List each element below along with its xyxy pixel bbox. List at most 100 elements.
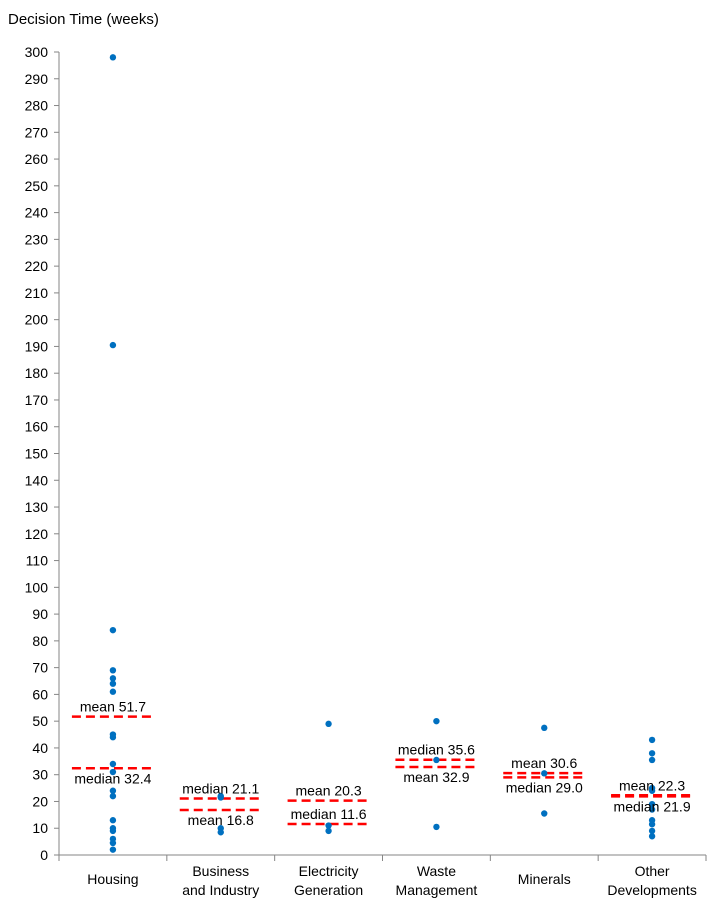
data-point [648,736,656,744]
data-point [109,787,117,794]
y-tick-label: 100 [25,579,49,595]
category-label: Waste Management [396,863,478,898]
mean-median-labels: mean 51.7 median 32.4 mean 16.8 median 21.1… [74,699,690,828]
data-point [648,756,656,764]
category-label-line: Electricity [299,863,359,879]
data-point [325,720,332,728]
data-point [648,833,656,840]
data-point [109,341,117,349]
data-point [109,675,117,682]
data-point [648,821,656,828]
data-point [325,822,332,829]
y-tick-label: 190 [25,338,49,354]
y-tick-label: 250 [25,178,49,194]
y-axis-title: Decision Time (weeks) [8,11,159,28]
data-point [109,846,117,853]
data-point [433,717,440,725]
y-tick-label: 130 [25,499,49,515]
data-point [109,626,117,634]
category-label: Housing [87,871,138,887]
data-point [648,827,656,835]
x-axis-categories: Housing Business and Industry Electricity Ge… [87,863,697,898]
data-point [109,827,117,835]
y-tick-label: 220 [25,258,49,274]
mean-label: mean 51.7 [80,699,146,715]
category-label: Other Developments [607,863,697,898]
data-point [109,792,117,800]
data-point [541,770,548,777]
mean-label: mean 32.9 [403,769,469,785]
median-label: median 29.0 [506,779,583,795]
category-label-line: Waste [417,863,456,879]
category-label-line: Minerals [518,871,571,887]
data-point [433,823,440,831]
data-point [109,680,117,687]
y-tick-label: 160 [25,419,49,435]
y-tick-label: 60 [32,686,48,702]
y-tick-label: 20 [32,793,48,809]
y-tick-label: 0 [40,847,48,863]
data-point [109,54,117,61]
y-tick-label: 170 [25,392,49,408]
y-tick-label: 230 [25,231,49,247]
mean-label: mean 22.3 [619,777,685,793]
y-tick-label: 110 [26,553,49,569]
y-tick-label: 120 [25,526,49,542]
category-label-line: Housing [87,871,138,887]
y-tick-label: 70 [32,660,48,676]
y-tick-label: 200 [25,312,49,328]
data-point [217,829,224,836]
category-label-line: Management [396,882,478,898]
data-point [541,724,548,732]
y-tick-label: 270 [25,124,49,140]
mean-median-lines [71,715,694,826]
y-axis-ticks: 0 10 20 30 40 50 60 70 80 90 100 110 120 130 140 150 160… [25,44,59,863]
category-label: Electricity Generation [294,863,363,898]
category-label-line: Other [635,863,670,879]
data-point [648,806,656,813]
y-tick-label: 10 [32,820,48,836]
category-label-line: Developments [607,882,697,898]
data-point [109,760,117,768]
y-tick-label: 280 [25,98,49,114]
category-label-line: and Industry [182,882,259,898]
mean-label: mean 20.3 [295,783,361,799]
data-point [541,810,548,817]
median-label: median 11.6 [291,806,367,822]
data-point [109,688,117,695]
category-label: Business and Industry [182,863,259,898]
median-label: median 32.4 [74,770,151,786]
y-tick-label: 50 [32,713,48,729]
y-tick-label: 180 [25,365,49,381]
y-tick-label: 260 [25,151,49,167]
mean-label: mean 30.6 [511,755,577,771]
category-label: Minerals [518,871,571,887]
category-label-line: Business [192,863,249,879]
data-point [109,768,117,776]
median-label: median 35.6 [398,742,475,758]
y-tick-label: 300 [25,44,49,60]
y-tick-label: 80 [32,633,48,649]
y-tick-label: 240 [25,205,49,221]
data-point [648,750,656,757]
category-label-line: Generation [294,882,363,898]
data-point [433,756,440,764]
y-tick-label: 140 [25,472,49,488]
data-point [648,800,656,808]
y-tick-label: 90 [32,606,48,622]
data-point [325,827,332,835]
median-label: median 21.1 [182,781,259,797]
data-point [109,667,117,674]
data-point [217,794,224,801]
y-tick-label: 150 [25,446,49,462]
axes [58,52,707,861]
data-point [109,734,117,741]
y-tick-label: 30 [32,767,48,783]
data-point [109,817,117,824]
data-points [109,54,656,853]
data-point [648,787,656,794]
data-point [109,839,117,847]
y-tick-label: 210 [25,285,49,301]
y-tick-label: 40 [32,740,48,756]
